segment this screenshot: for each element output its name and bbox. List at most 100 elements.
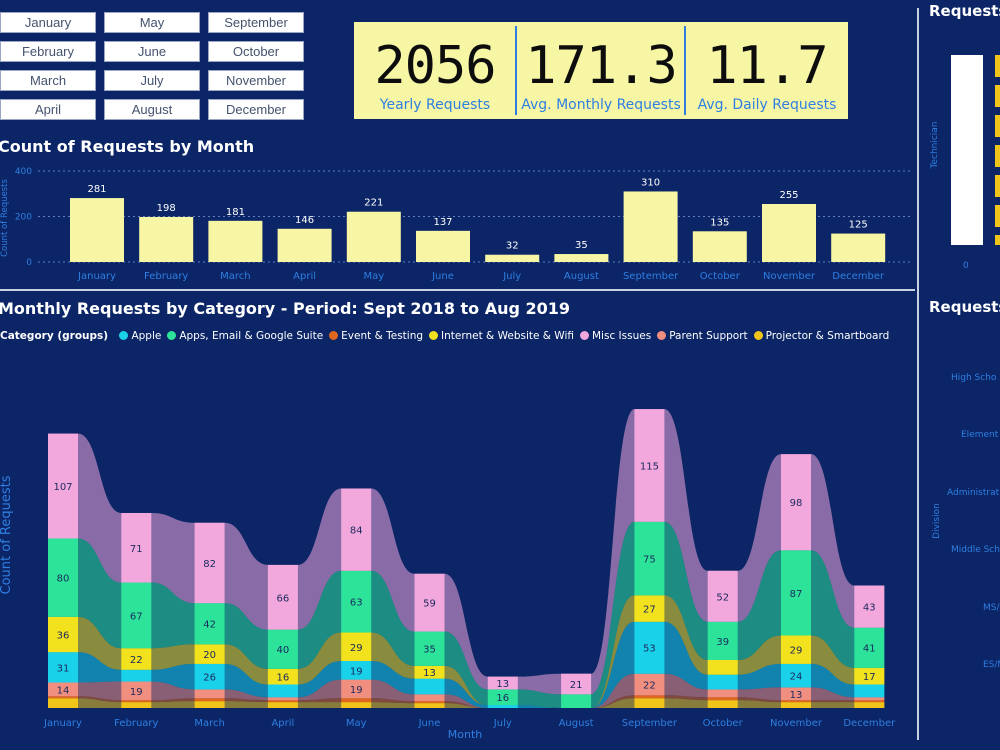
stream-series-area[interactable] xyxy=(48,595,885,708)
stream-segment[interactable] xyxy=(267,564,298,630)
stream-series-area[interactable] xyxy=(48,695,885,708)
stream-segment[interactable] xyxy=(781,550,811,636)
stream-segment[interactable] xyxy=(194,644,225,664)
month-slicer-button[interactable]: November xyxy=(208,70,304,91)
stream-series-area[interactable] xyxy=(48,621,885,708)
stream-segment[interactable] xyxy=(487,676,518,690)
stream-segment[interactable] xyxy=(121,582,152,649)
stream-segment[interactable] xyxy=(194,522,225,604)
stream-segment[interactable] xyxy=(121,681,152,701)
bar[interactable] xyxy=(554,254,609,262)
stream-segment[interactable] xyxy=(414,678,445,695)
stream-segment[interactable] xyxy=(487,689,518,706)
stream-segment[interactable] xyxy=(341,570,372,633)
legend-item[interactable]: Parent Support xyxy=(657,330,748,342)
stream-segment[interactable] xyxy=(634,521,665,596)
stream-segment[interactable] xyxy=(854,684,885,698)
bar[interactable] xyxy=(623,191,678,262)
month-slicer-button[interactable]: June xyxy=(104,41,200,62)
stream-segment[interactable] xyxy=(267,702,298,708)
stream-segment[interactable] xyxy=(854,700,885,703)
bar[interactable] xyxy=(692,231,747,262)
stream-segment[interactable] xyxy=(414,701,445,704)
stream-segment[interactable] xyxy=(707,659,738,675)
stream-segment[interactable] xyxy=(48,538,78,617)
stream-segment[interactable] xyxy=(341,488,372,571)
legend-item[interactable]: Projector & Smartboard xyxy=(753,330,889,342)
stream-segment[interactable] xyxy=(561,673,592,695)
stream-segment[interactable] xyxy=(854,667,885,685)
bar[interactable] xyxy=(416,230,470,262)
stream-segment[interactable] xyxy=(267,629,298,669)
month-slicer-button[interactable]: April xyxy=(0,99,96,120)
stream-segment[interactable] xyxy=(121,702,152,708)
stream-segment[interactable] xyxy=(634,621,665,674)
stream-series-area[interactable] xyxy=(48,673,885,708)
stream-segment[interactable] xyxy=(781,663,811,688)
stream-segment[interactable] xyxy=(341,632,372,661)
stream-segment[interactable] xyxy=(194,689,225,699)
stream-segment[interactable] xyxy=(781,687,811,701)
stream-segment[interactable] xyxy=(707,621,738,660)
bar[interactable] xyxy=(346,211,401,262)
legend-item[interactable]: Misc Issues xyxy=(580,330,651,342)
bar[interactable] xyxy=(139,216,194,262)
stream-segment[interactable] xyxy=(854,697,885,701)
stream-segment[interactable] xyxy=(487,705,518,708)
stream-segment[interactable] xyxy=(414,703,445,708)
stream-segment[interactable] xyxy=(267,684,298,698)
month-slicer-button[interactable]: July xyxy=(104,70,200,91)
stream-series-area[interactable] xyxy=(48,521,885,708)
stream-segment[interactable] xyxy=(48,652,78,683)
stream-segment[interactable] xyxy=(634,595,665,622)
stream-segment[interactable] xyxy=(781,702,811,708)
stream-segment[interactable] xyxy=(48,433,78,539)
stream-segment[interactable] xyxy=(194,603,225,645)
stream-segment[interactable] xyxy=(341,702,372,708)
month-slicer-button[interactable]: March xyxy=(0,70,96,91)
legend-item[interactable]: Internet & Website & Wifi xyxy=(429,330,574,342)
stream-segment[interactable] xyxy=(414,573,445,632)
stream-segment[interactable] xyxy=(781,635,811,664)
stream-segment[interactable] xyxy=(854,585,885,628)
stream-segment[interactable] xyxy=(561,694,592,708)
stream-segment[interactable] xyxy=(194,701,225,708)
stream-segment[interactable] xyxy=(121,669,152,682)
stream-segment[interactable] xyxy=(48,698,78,708)
stream-segment[interactable] xyxy=(414,631,445,666)
stream-segment[interactable] xyxy=(121,648,152,670)
stream-segment[interactable] xyxy=(341,660,372,680)
stream-segment[interactable] xyxy=(634,409,665,522)
stream-segment[interactable] xyxy=(634,695,665,699)
stream-series-area[interactable] xyxy=(48,698,885,708)
stream-segment[interactable] xyxy=(194,663,225,690)
month-slicer-button[interactable]: August xyxy=(104,99,200,120)
stream-segment[interactable] xyxy=(48,616,78,653)
month-slicer-button[interactable]: September xyxy=(208,12,304,33)
stream-segment[interactable] xyxy=(341,679,372,699)
stream-segment[interactable] xyxy=(121,700,152,703)
bar[interactable] xyxy=(70,198,124,262)
stream-segment[interactable] xyxy=(48,696,78,699)
stream-segment[interactable] xyxy=(634,698,665,708)
bar[interactable] xyxy=(208,220,263,262)
stream-segment[interactable] xyxy=(634,673,665,696)
stream-segment[interactable] xyxy=(267,668,298,685)
legend-item[interactable]: Apple xyxy=(119,330,161,342)
stream-segment[interactable] xyxy=(414,694,445,702)
bar[interactable] xyxy=(831,233,886,262)
stream-segment[interactable] xyxy=(341,698,372,703)
stream-segment[interactable] xyxy=(781,454,811,551)
stream-segment[interactable] xyxy=(707,700,738,708)
stream-segment[interactable] xyxy=(781,700,811,703)
stream-segment[interactable] xyxy=(854,627,885,668)
stream-segment[interactable] xyxy=(194,698,225,702)
stream-segment[interactable] xyxy=(707,674,738,690)
bar[interactable] xyxy=(485,254,540,262)
stream-segment[interactable] xyxy=(121,512,152,583)
stream-series-area[interactable] xyxy=(48,409,885,695)
bar[interactable] xyxy=(277,228,332,262)
month-slicer-button[interactable]: January xyxy=(0,12,96,33)
month-slicer-button[interactable]: October xyxy=(208,41,304,62)
legend-item[interactable]: Apps, Email & Google Suite xyxy=(167,330,323,342)
